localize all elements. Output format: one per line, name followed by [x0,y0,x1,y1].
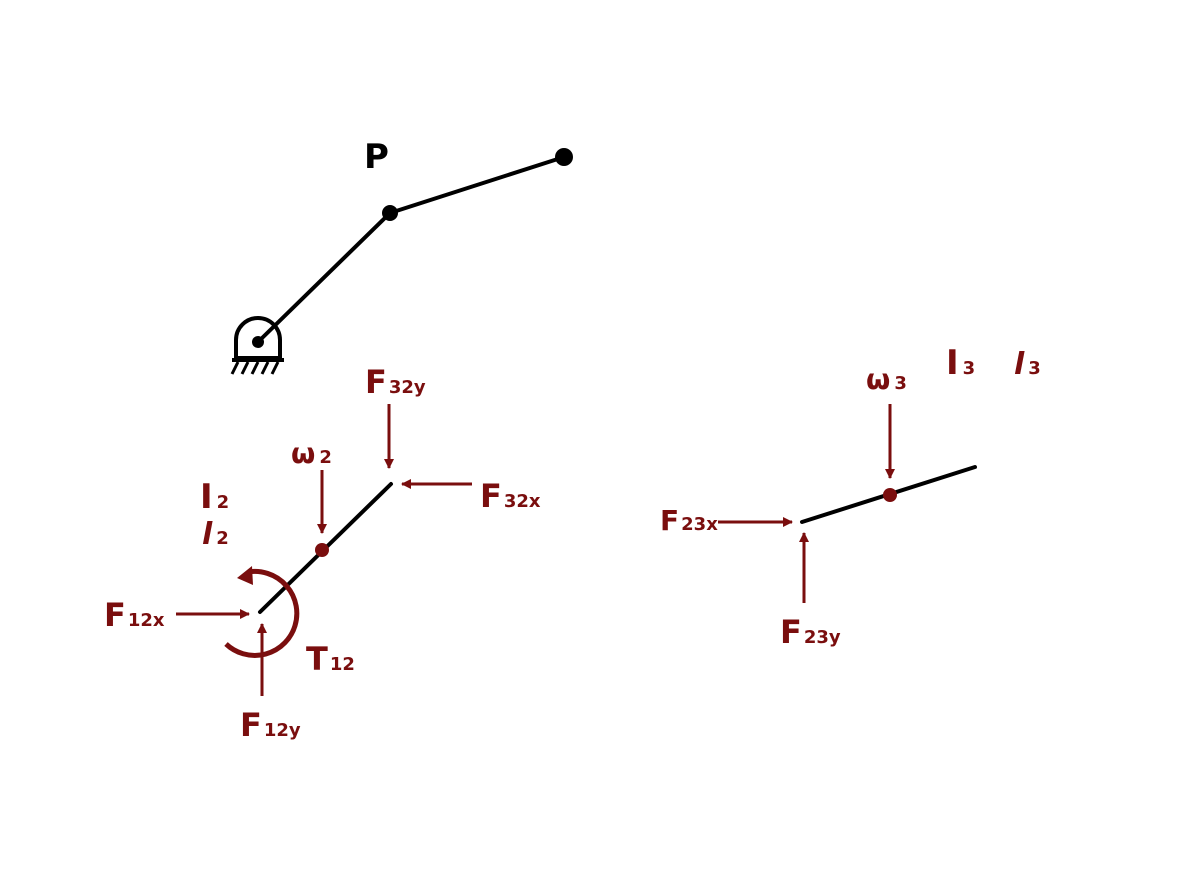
torque-t12-arrow [224,566,300,658]
f32y-label: F 32y [365,363,426,401]
ground-pivot-icon [230,316,284,375]
joint-p [382,205,398,221]
link-end-point [555,148,573,166]
torque-t12-label: T 12 [306,640,355,678]
f12x-label: F 12x [104,596,165,634]
link-2 [256,211,392,344]
f23y-label: F 23y [780,613,841,651]
link-3 [388,155,566,215]
link2-center-of-mass [315,543,329,557]
mechanism: P [230,137,573,375]
f12y-label: F 12y [240,706,301,744]
f23x-label: F 23x [660,504,718,537]
point-p-label: P [364,137,389,177]
link3-center-of-mass [883,488,897,502]
f32x-label: F 32x [480,477,541,515]
